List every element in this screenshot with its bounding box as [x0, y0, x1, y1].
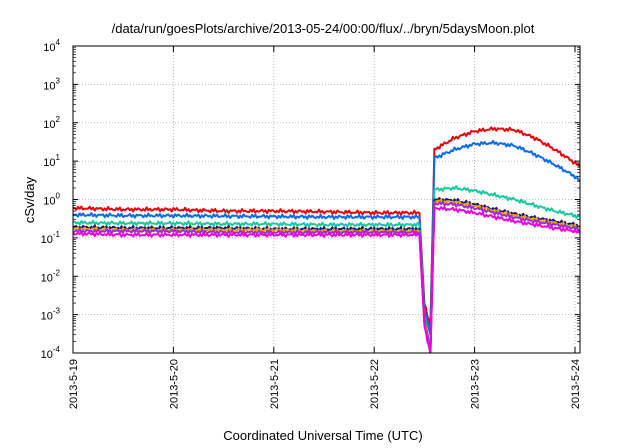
- x-tick-label: 2013-5-20: [168, 359, 180, 409]
- y-tick-label: 10-2: [41, 268, 61, 284]
- y-tick-label: 104: [43, 38, 60, 54]
- y-tick-label: 10-1: [41, 230, 61, 246]
- plot-frame: [72, 45, 581, 354]
- y-axis-label: cSv/day: [22, 176, 37, 223]
- y-tick-label: 103: [43, 76, 60, 92]
- series-line: [73, 200, 580, 353]
- series-line: [73, 185, 580, 353]
- series-line: [73, 206, 580, 353]
- y-tick-label: 10-4: [41, 345, 61, 361]
- x-tick-label: 2013-5-24: [570, 359, 582, 409]
- y-tick-label: 101: [43, 153, 60, 169]
- x-tick-label: 2013-5-19: [68, 359, 80, 409]
- y-tick-label: 100: [43, 192, 60, 208]
- series-line: [73, 139, 580, 336]
- grid: [73, 46, 580, 353]
- x-axis-label: Coordinated Universal Time (UTC): [223, 428, 422, 443]
- x-tick-label: 2013-5-23: [470, 359, 482, 409]
- y-tick-label: 102: [43, 115, 60, 131]
- chart-title: /data/run/goesPlots/archive/2013-05-24/0…: [112, 21, 535, 36]
- x-tick-label: 2013-5-22: [369, 359, 381, 409]
- x-tick-label: 2013-5-21: [269, 359, 281, 409]
- y-tick-label: 10-3: [41, 307, 61, 323]
- series-layer: [73, 126, 580, 353]
- series-line: [73, 126, 580, 328]
